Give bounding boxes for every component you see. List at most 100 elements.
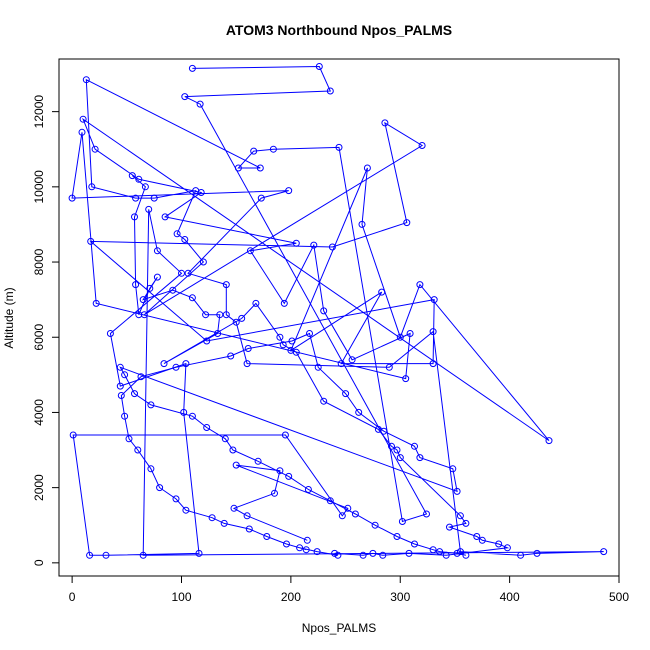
data-point <box>348 356 356 364</box>
data-point <box>153 273 161 281</box>
data-point <box>125 435 133 443</box>
data-point <box>315 63 323 70</box>
data-point <box>137 373 145 381</box>
data-point <box>147 401 155 409</box>
data-point <box>172 363 180 371</box>
data-point <box>147 465 155 473</box>
y-axis-label: Altitude (m) <box>2 287 16 348</box>
data-point <box>495 540 503 548</box>
data-point <box>334 551 342 559</box>
data-point <box>197 189 205 196</box>
data-point <box>131 390 138 398</box>
data-point <box>342 390 350 398</box>
data-point <box>243 512 251 520</box>
data-point <box>418 142 426 149</box>
data-point <box>416 454 424 462</box>
data-point <box>257 194 265 202</box>
data-point <box>381 119 389 127</box>
x-tick-label: 200 <box>281 590 301 604</box>
data-point <box>359 551 367 559</box>
data-point <box>195 549 203 557</box>
data-point <box>232 318 240 326</box>
data-point <box>161 213 169 221</box>
data-point <box>326 497 334 505</box>
data-point <box>337 360 345 368</box>
data-point <box>229 446 237 454</box>
data-point <box>473 533 481 540</box>
data-point <box>131 213 138 221</box>
data-point <box>173 230 181 238</box>
data-point <box>411 442 418 450</box>
data-point <box>116 382 124 390</box>
data-point <box>86 551 94 559</box>
x-tick-label: 400 <box>500 590 520 604</box>
data-point <box>271 489 278 497</box>
data-point <box>238 314 246 322</box>
data-point <box>355 408 363 416</box>
data-point <box>178 269 185 277</box>
data-point <box>220 519 228 527</box>
data-point <box>533 549 541 557</box>
data-point <box>121 412 129 420</box>
data-point <box>303 536 311 544</box>
data-point <box>153 247 161 255</box>
data-point <box>442 551 450 559</box>
data-point <box>172 495 180 503</box>
chart-title: ATOM3 Northbound Npos_PALMS <box>226 22 452 38</box>
data-point <box>281 431 289 439</box>
y-tick-label: 6000 <box>32 324 46 351</box>
data-point <box>222 281 230 289</box>
data-point <box>379 551 387 559</box>
data-point <box>310 241 318 249</box>
data-point <box>141 183 149 191</box>
data-point <box>313 548 321 556</box>
data-point <box>244 345 252 352</box>
data-point <box>139 296 147 304</box>
data-point <box>396 454 404 462</box>
data-point <box>288 337 296 345</box>
data-point <box>135 311 143 319</box>
data-point <box>254 457 262 465</box>
data-point <box>82 76 90 84</box>
data-point <box>216 311 224 319</box>
data-point <box>403 219 411 227</box>
data-point <box>545 437 553 445</box>
y-tick-label: 0 <box>32 559 46 566</box>
data-point <box>446 523 453 531</box>
data-point <box>306 330 313 337</box>
data-point <box>92 299 100 307</box>
data-point <box>503 544 511 552</box>
data-point <box>406 330 414 337</box>
data-point <box>243 360 251 368</box>
data-point <box>208 514 216 522</box>
y-tick-label: 4000 <box>32 399 46 426</box>
data-point <box>302 546 310 554</box>
data-point <box>429 360 437 368</box>
data-point <box>292 239 300 247</box>
data-point <box>276 333 284 341</box>
data-point <box>232 461 240 469</box>
data-point <box>283 540 290 548</box>
data-point <box>285 472 293 480</box>
data-point <box>250 147 258 155</box>
data-point <box>184 269 192 277</box>
data-point <box>398 518 406 525</box>
data-point <box>363 164 371 172</box>
data-point <box>351 510 359 518</box>
data-point <box>135 175 143 183</box>
data-point <box>181 236 189 243</box>
data-point <box>88 183 96 191</box>
data-point <box>181 93 189 101</box>
data-point <box>320 307 328 315</box>
data-point <box>378 288 386 296</box>
data-point <box>188 412 196 420</box>
data-point <box>132 281 140 289</box>
data-point <box>369 549 377 557</box>
y-tick-label: 12000 <box>32 95 46 129</box>
data-point <box>320 397 328 405</box>
data-point <box>436 548 444 556</box>
data-point <box>156 484 164 492</box>
data-point <box>402 375 410 383</box>
